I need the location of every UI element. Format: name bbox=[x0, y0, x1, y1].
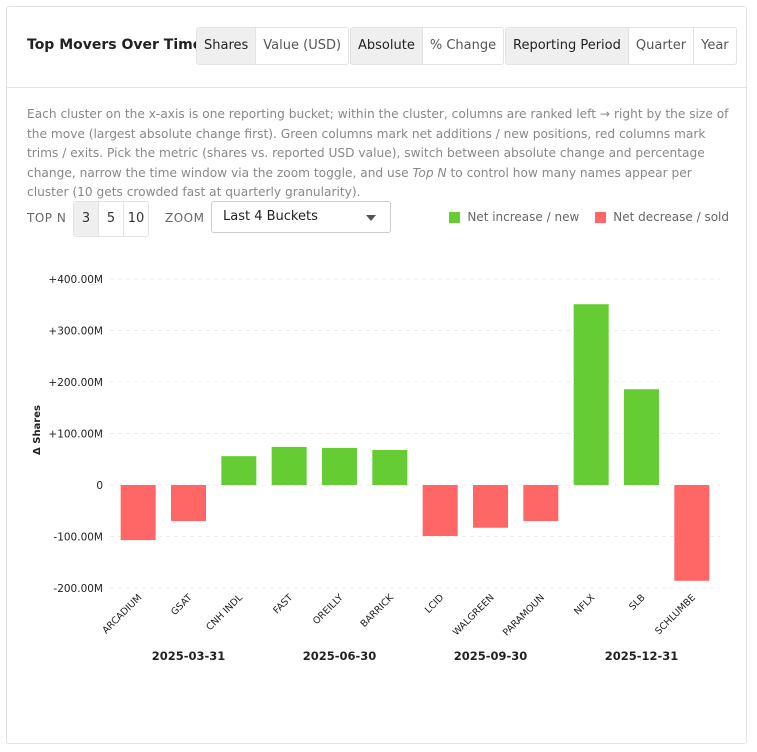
group-label: 2025-06-30 bbox=[303, 649, 377, 663]
toggle-button[interactable]: Quarter bbox=[627, 28, 693, 64]
group-label: 2025-12-31 bbox=[605, 649, 679, 663]
bar bbox=[624, 389, 659, 485]
toggle-button[interactable]: 10 bbox=[123, 202, 148, 236]
legend-label: Net decrease / sold bbox=[613, 210, 729, 224]
description-text: to control how many names appear per clu… bbox=[27, 165, 692, 200]
y-tick-label: +300.00M bbox=[48, 326, 103, 338]
bar bbox=[322, 447, 357, 485]
header: Top Movers Over Time Shares Value (USD) A… bbox=[7, 7, 746, 88]
top-n-toggle: 3 5 10 bbox=[73, 201, 149, 237]
toggle-button[interactable]: Absolute bbox=[351, 28, 422, 64]
y-tick-label: -200.00M bbox=[53, 583, 103, 595]
toggle-button[interactable]: Value (USD) bbox=[255, 28, 348, 64]
bar bbox=[422, 485, 458, 536]
bar bbox=[120, 485, 156, 541]
legend: Net increase / new Net decrease / sold bbox=[449, 210, 729, 224]
zoom-select[interactable]: Last 4 Buckets bbox=[211, 201, 391, 233]
toggle-button[interactable]: Year bbox=[693, 28, 736, 64]
bar bbox=[221, 456, 257, 485]
metric-toggle: Shares Value (USD) bbox=[196, 27, 350, 65]
caret bbox=[366, 215, 376, 226]
bar bbox=[674, 485, 710, 581]
y-tick-label: +400.00M bbox=[48, 274, 103, 286]
toggle-button[interactable]: % Change bbox=[421, 28, 503, 64]
description-emphasis: Top N bbox=[412, 165, 447, 180]
description: Each cluster on the x-axis is one report… bbox=[27, 105, 729, 203]
legend-label: Net increase / new bbox=[467, 210, 580, 224]
top-n-label: TOP N bbox=[27, 211, 67, 225]
bar bbox=[372, 449, 408, 485]
group-label: 2025-09-30 bbox=[454, 649, 528, 663]
toggle-button[interactable]: 3 bbox=[74, 202, 98, 236]
zoom-value: Last 4 Buckets bbox=[223, 209, 318, 224]
zoom-label: ZOOM bbox=[165, 211, 205, 225]
bar bbox=[473, 485, 508, 528]
toggle-button[interactable]: Reporting Period bbox=[506, 28, 628, 64]
title: Top Movers Over Time bbox=[27, 37, 203, 53]
group-label: 2025-03-31 bbox=[152, 649, 226, 663]
toggle-button[interactable]: Shares bbox=[197, 28, 256, 64]
y-tick-label: +100.00M bbox=[48, 429, 103, 441]
legend-swatch bbox=[449, 211, 461, 223]
legend-item: Net decrease / sold bbox=[595, 210, 729, 224]
card: Top Movers Over Time Shares Value (USD) A… bbox=[6, 6, 747, 744]
bar bbox=[573, 304, 609, 485]
y-axis-title: Δ Shares bbox=[32, 405, 43, 455]
toggle-button[interactable]: 5 bbox=[98, 202, 123, 236]
bar bbox=[171, 485, 206, 522]
mode-toggle: Absolute% Change bbox=[350, 27, 505, 65]
bar bbox=[271, 446, 307, 485]
y-tick-label: -100.00M bbox=[53, 532, 103, 544]
y-tick-label: 0 bbox=[96, 480, 103, 492]
description-text: Each cluster on the x-axis is one report… bbox=[27, 107, 729, 180]
bar bbox=[523, 485, 559, 522]
legend-swatch bbox=[595, 211, 607, 223]
period-toggle: Reporting Period Quarter Year bbox=[505, 27, 737, 65]
legend-item: Net increase / new bbox=[449, 210, 579, 224]
y-tick-label: +200.00M bbox=[48, 377, 103, 389]
controls: TOP N 3 5 10 ZOOM Last 4 Buckets Net incre… bbox=[27, 201, 729, 237]
